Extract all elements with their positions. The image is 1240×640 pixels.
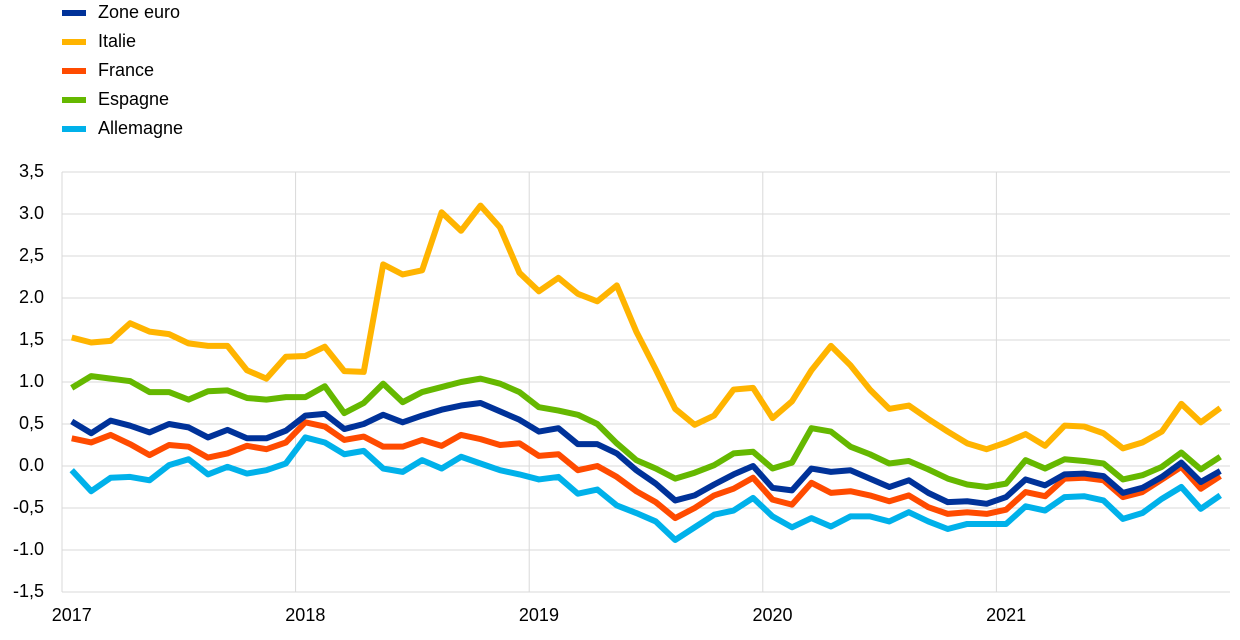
x-tick-label: 2021: [986, 605, 1026, 625]
y-tick-label: 2.0: [19, 287, 44, 307]
legend-label: Zone euro: [98, 2, 180, 22]
y-tick-label: 1.0: [19, 371, 44, 391]
y-tick-label: -1.0: [13, 539, 44, 559]
series-line: [70, 400, 1222, 507]
y-tick-label: 0,5: [19, 413, 44, 433]
series-line: [71, 419, 1222, 522]
y-tick-label: -0,5: [13, 497, 44, 517]
y-tick-label: 0.0: [19, 455, 44, 475]
series-line: [70, 202, 1223, 453]
legend-label: Allemagne: [98, 118, 183, 138]
series-line: [70, 373, 1222, 490]
series-line: [69, 434, 1222, 543]
x-tick-label: 2018: [285, 605, 325, 625]
legend-label: France: [98, 60, 154, 80]
y-tick-label: 3,5: [19, 161, 44, 181]
y-tick-label: 2,5: [19, 245, 44, 265]
legend-label: Italie: [98, 31, 136, 51]
y-tick-label: 3.0: [19, 203, 44, 223]
x-tick-label: 2017: [52, 605, 92, 625]
y-tick-label: -1,5: [13, 581, 44, 601]
x-tick-label: 2020: [753, 605, 793, 625]
x-tick-label: 2019: [519, 605, 559, 625]
legend-label: Espagne: [98, 89, 169, 109]
y-tick-label: 1,5: [19, 329, 44, 349]
